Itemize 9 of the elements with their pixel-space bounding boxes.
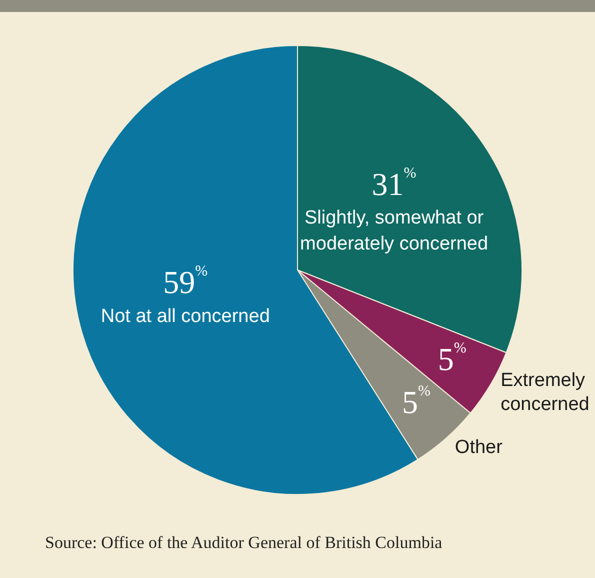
- data-label: 5%: [402, 384, 431, 420]
- data-label: 31%: [372, 165, 416, 202]
- slice-label: Other: [454, 437, 504, 458]
- data-label: 59%: [163, 264, 208, 300]
- slice-label: Slightly, somewhat or moderately concerned: [300, 208, 488, 255]
- data-label: 5%: [438, 340, 466, 377]
- source-note: Source: Office of the Auditor General of British Columbia: [45, 533, 442, 553]
- slice-label: Extremely concerned: [500, 370, 590, 415]
- slice-label: Not at all concerned: [100, 306, 270, 327]
